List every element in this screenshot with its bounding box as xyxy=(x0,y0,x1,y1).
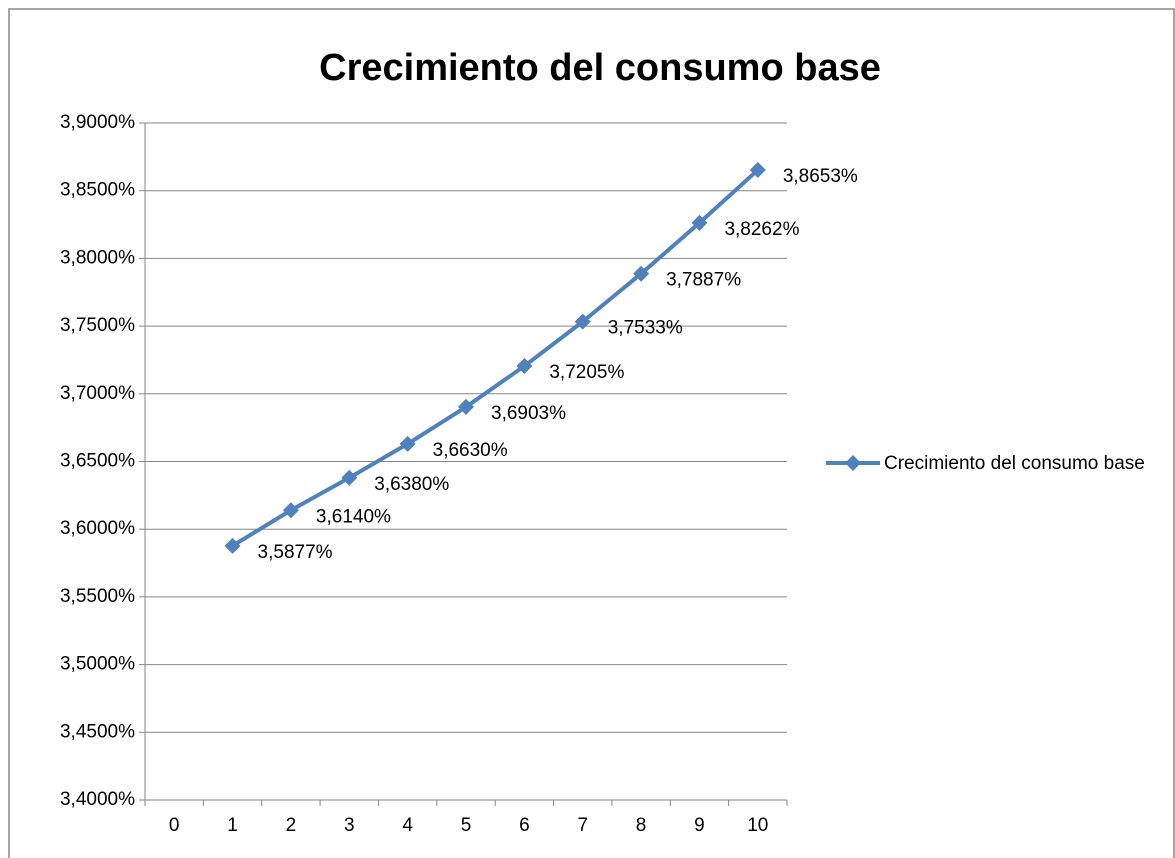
y-tick-label: 3,8500% xyxy=(60,180,135,201)
legend-label: Crecimiento del consumo base xyxy=(884,453,1145,474)
marker xyxy=(749,161,766,178)
x-tick-label: 6 xyxy=(519,815,530,836)
x-tick-label: 3 xyxy=(344,815,355,836)
y-tick-label: 3,7500% xyxy=(60,315,135,336)
data-label: 3,5877% xyxy=(258,542,333,563)
x-tick-label: 1 xyxy=(227,815,238,836)
y-tick-label: 3,4500% xyxy=(60,721,135,742)
x-tick-label: 4 xyxy=(402,815,413,836)
y-tick-label: 3,7000% xyxy=(60,383,135,404)
y-tick-label: 3,4000% xyxy=(60,789,135,810)
x-tick-label: 7 xyxy=(577,815,588,836)
marker xyxy=(633,265,650,282)
y-tick-label: 3,9000% xyxy=(60,112,135,133)
data-label: 3,6380% xyxy=(374,474,449,495)
data-label: 3,7533% xyxy=(608,318,683,339)
x-tick-label: 2 xyxy=(286,815,297,836)
y-tick-label: 3,6000% xyxy=(60,518,135,539)
marker xyxy=(224,537,241,554)
data-label: 3,6903% xyxy=(491,403,566,424)
x-tick-label: 5 xyxy=(461,815,472,836)
chart-title: Crecimiento del consumo base xyxy=(319,47,881,89)
data-label: 3,7205% xyxy=(549,362,624,383)
marker xyxy=(282,502,299,519)
data-label: 3,6630% xyxy=(433,440,508,461)
data-label: 3,8653% xyxy=(783,166,858,187)
series-line xyxy=(231,168,760,548)
y-tick-label: 3,5500% xyxy=(60,586,135,607)
marker xyxy=(516,358,533,375)
marker xyxy=(574,313,591,330)
marker xyxy=(691,214,708,231)
y-tick-label: 3,8000% xyxy=(60,247,135,268)
y-tick-label: 3,5000% xyxy=(60,654,135,675)
y-tick-label: 3,6500% xyxy=(60,451,135,472)
x-tick-label: 10 xyxy=(747,815,768,836)
data-label: 3,8262% xyxy=(724,219,799,240)
x-tick-label: 9 xyxy=(694,815,705,836)
x-tick-label: 8 xyxy=(636,815,647,836)
marker xyxy=(458,398,474,415)
x-tick-label: 0 xyxy=(169,815,180,836)
marker xyxy=(341,469,358,486)
marker xyxy=(399,435,416,452)
legend-marker xyxy=(845,455,861,471)
data-label: 3,7887% xyxy=(666,270,741,291)
chart-border xyxy=(8,8,1175,858)
data-label: 3,6140% xyxy=(316,506,391,527)
